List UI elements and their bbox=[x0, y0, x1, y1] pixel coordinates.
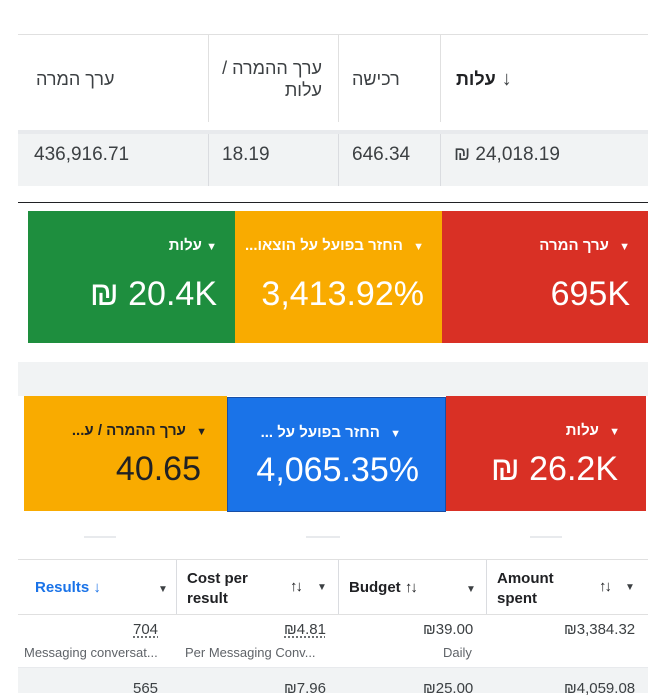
cell-purchase: 646.34 bbox=[352, 144, 411, 165]
scorecard-roas[interactable]: החזר בפועל על הוצאו... ▼ 3,413.92% bbox=[235, 211, 442, 343]
divider bbox=[306, 536, 340, 538]
scorecard-value: ₪ 26.2K bbox=[490, 450, 618, 488]
scorecard-value: 695K bbox=[550, 275, 630, 313]
header-divider bbox=[18, 122, 648, 134]
column-header-amount-spent[interactable]: Amount spent ↑↓ ▼ bbox=[497, 570, 635, 607]
summary-table-row: 436,916.71 18.19 646.34 ₪ 24,018.19 bbox=[18, 134, 648, 186]
cell-conversion-value: 436,916.71 bbox=[34, 144, 130, 165]
scorecard-metric-selector[interactable]: ערך המרה ▼ bbox=[539, 237, 630, 254]
sort-down-icon: ↓ bbox=[501, 67, 512, 90]
cell-results-type: Messaging conversat... bbox=[24, 645, 158, 660]
cell-conv-value-per-cost: 18.19 bbox=[222, 144, 270, 165]
cell-amount-spent: ₪4,059.08 bbox=[564, 680, 636, 697]
scorecard-value: 4,065.35% bbox=[256, 451, 419, 489]
column-header-conversion-value[interactable]: ערך המרה bbox=[36, 68, 115, 89]
cell-budget-type: Daily bbox=[443, 645, 472, 660]
column-header-cost-per-result[interactable]: Cost per result ↑↓ ▼ bbox=[187, 570, 327, 607]
cell-cost-per-result[interactable]: ₪7.96 bbox=[284, 680, 326, 697]
column-header-cost[interactable]: עלות ↓ bbox=[456, 67, 512, 90]
section-divider bbox=[18, 202, 648, 203]
ads-table-header: Results ↓ ▼ Cost per result ↑↓ ▼ Budget … bbox=[18, 559, 648, 615]
column-header-conv-value-per-cost[interactable]: ערך ההמרה / עלות bbox=[222, 58, 322, 100]
column-header-purchase[interactable]: רכישה bbox=[352, 68, 400, 89]
caret-down-icon: ▼ bbox=[413, 241, 424, 253]
sort-icon: ↑↓ bbox=[404, 579, 418, 596]
scorecard-metric-selector[interactable]: ערך ההמרה / ע... ▼ bbox=[71, 422, 207, 439]
summary-table: ערך המרה ערך ההמרה / עלות רכישה עלות ↓ 4… bbox=[18, 34, 648, 186]
column-header-results[interactable]: Results ↓ ▼ bbox=[35, 579, 168, 596]
divider bbox=[84, 536, 116, 538]
scorecard-value: ₪ 20.4K bbox=[89, 275, 217, 313]
scorecard-metric-selector[interactable]: החזר בפועל על ... ▼ bbox=[260, 424, 401, 441]
caret-down-icon: ▼ bbox=[609, 426, 620, 438]
cell-cost-per-result-type: Per Messaging Conv... bbox=[185, 645, 316, 660]
scorecard-row-1: עלות ▼ ₪ 20.4K החזר בפועל על הוצאו... ▼ … bbox=[28, 211, 648, 343]
scorecard-conv-value-per-cost[interactable]: ערך ההמרה / ע... ▼ 40.65 bbox=[24, 396, 227, 511]
sort-icon: ↑↓ bbox=[290, 578, 303, 595]
summary-table-header: ערך המרה ערך ההמרה / עלות רכישה עלות ↓ bbox=[18, 34, 648, 124]
cell-budget: ₪39.00 bbox=[423, 621, 474, 638]
cell-cost: ₪ 24,018.19 bbox=[454, 144, 560, 165]
sort-down-icon: ↓ bbox=[93, 579, 101, 596]
caret-down-icon[interactable]: ▼ bbox=[625, 582, 635, 593]
table-row[interactable]: 565 ₪7.96 ₪25.00 ₪4,059.08 bbox=[18, 668, 648, 697]
caret-down-icon: ▼ bbox=[390, 428, 401, 440]
column-header-budget[interactable]: Budget ↑↓ ▼ bbox=[349, 579, 476, 596]
scorecard-row-2: ערך ההמרה / ע... ▼ 40.65 החזר בפועל על .… bbox=[24, 396, 646, 512]
scorecard-roas-selected[interactable]: החזר בפועל על ... ▼ 4,065.35% bbox=[227, 397, 446, 512]
caret-down-icon[interactable]: ▼ bbox=[158, 584, 168, 595]
scorecard-metric-selector[interactable]: עלות ▼ bbox=[168, 237, 217, 254]
scorecard-conversion-value[interactable]: ערך המרה ▼ 695K bbox=[442, 211, 648, 343]
cell-cost-per-result[interactable]: ₪4.81 bbox=[284, 621, 326, 638]
scorecard-metric-selector[interactable]: עלות ▼ bbox=[565, 422, 620, 439]
table-row[interactable]: 704 Messaging conversat... ₪4.81 Per Mes… bbox=[18, 615, 648, 668]
cell-amount-spent: ₪3,384.32 bbox=[564, 621, 636, 638]
ads-table: Results ↓ ▼ Cost per result ↑↓ ▼ Budget … bbox=[18, 559, 648, 697]
cell-results[interactable]: 704 bbox=[133, 621, 159, 638]
cell-budget: ₪25.00 bbox=[423, 680, 474, 697]
divider bbox=[530, 536, 562, 538]
caret-down-icon[interactable]: ▼ bbox=[466, 584, 476, 595]
scorecard-cost[interactable]: עלות ▼ ₪ 26.2K bbox=[446, 396, 646, 511]
section-band bbox=[18, 362, 648, 396]
cell-results[interactable]: 565 bbox=[133, 680, 159, 697]
scorecard-value: 3,413.92% bbox=[261, 275, 424, 313]
caret-down-icon: ▼ bbox=[619, 241, 630, 253]
caret-down-icon[interactable]: ▼ bbox=[317, 582, 327, 593]
sort-icon: ↑↓ bbox=[599, 578, 612, 595]
scorecard-cost[interactable]: עלות ▼ ₪ 20.4K bbox=[28, 211, 235, 343]
caret-down-icon: ▼ bbox=[196, 426, 207, 438]
scorecard-metric-selector[interactable]: החזר בפועל על הוצאו... ▼ bbox=[245, 237, 424, 254]
caret-down-icon: ▼ bbox=[206, 241, 217, 253]
scorecard-value: 40.65 bbox=[115, 450, 201, 488]
